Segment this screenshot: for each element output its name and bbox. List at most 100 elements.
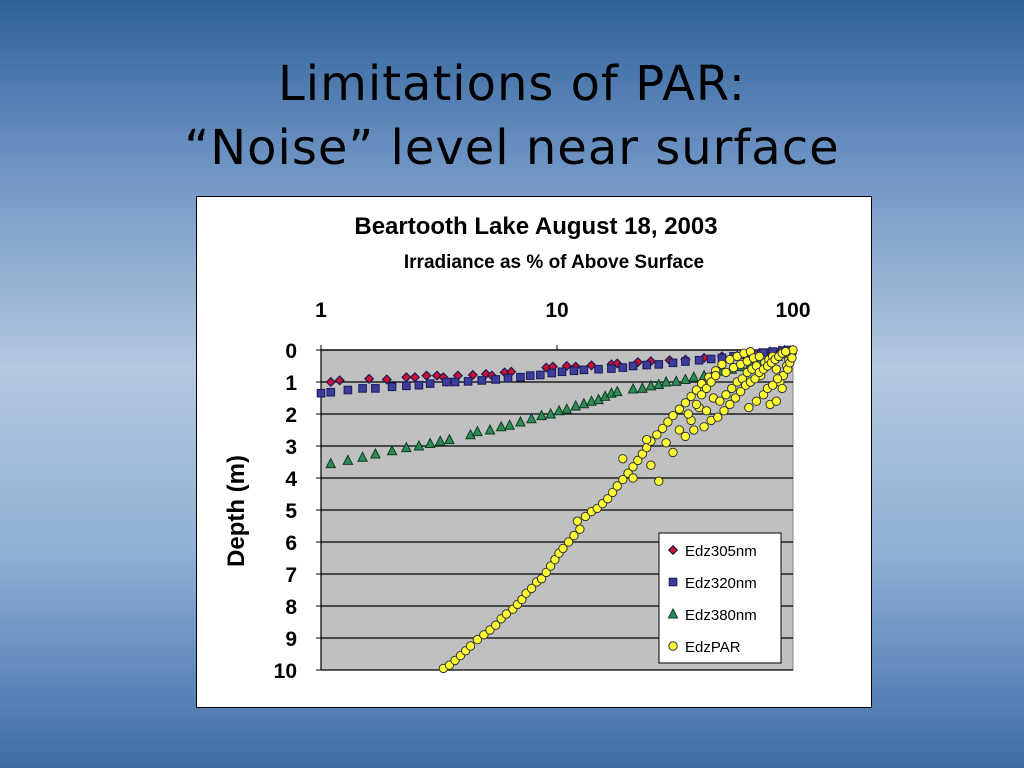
x-tick-label: 10 — [545, 299, 568, 322]
data-point-Edz380nm — [545, 407, 557, 419]
legend-marker-Edz305nm — [667, 544, 679, 556]
data-point-Edz380nm — [515, 415, 526, 427]
data-point-EdzPAR — [721, 367, 731, 378]
data-point-EdzPAR — [777, 383, 787, 394]
data-point-EdzPAR — [701, 383, 712, 394]
data-point-EdzPAR — [526, 583, 537, 594]
data-point-Edz380nm — [424, 437, 436, 448]
data-point-Edz320nm — [414, 380, 424, 390]
data-point-Edz320nm — [491, 375, 501, 384]
data-point-EdzPAR — [479, 630, 489, 640]
data-point-Edz320nm — [618, 363, 628, 372]
data-point-EdzPAR — [558, 543, 568, 554]
data-point-Edz320nm — [536, 370, 545, 380]
data-point-EdzPAR — [501, 609, 512, 619]
data-point-EdzPAR — [575, 524, 585, 534]
data-point-Edz380nm — [679, 373, 691, 384]
y-tick-label: 4 — [285, 468, 297, 491]
y-tick-label: 1 — [285, 372, 297, 395]
data-point-EdzPAR — [612, 481, 622, 491]
data-point-Edz380nm — [342, 454, 354, 465]
data-point-EdzPAR — [715, 396, 725, 406]
data-point-EdzPAR — [642, 434, 652, 445]
data-point-Edz320nm — [654, 360, 664, 369]
legend-label: Edz380nm — [685, 607, 757, 624]
data-point-Edz380nm — [636, 382, 648, 393]
data-point-EdzPAR — [603, 494, 613, 504]
data-point-Edz320nm — [402, 381, 411, 391]
data-point-EdzPAR — [683, 409, 693, 419]
data-point-EdzPAR — [668, 410, 678, 421]
data-point-EdzPAR — [680, 431, 691, 442]
y-tick-label: 10 — [274, 660, 297, 683]
data-point-Edz305nm — [381, 374, 392, 385]
chart-subtitle: Irradiance as % of Above Surface — [404, 252, 704, 273]
data-point-Edz320nm — [326, 387, 336, 397]
legend: Edz305nm Edz320nm Edz380nm EdzPAR — [658, 532, 782, 664]
slide-title: Limitations of PAR: “Noise” level near s… — [0, 52, 1024, 180]
data-point-EdzPAR — [491, 620, 501, 630]
data-point-EdzPAR — [569, 530, 579, 541]
data-point-Edz320nm — [387, 382, 397, 392]
y-tick-label: 5 — [285, 500, 297, 523]
y-tick-label: 8 — [285, 596, 297, 619]
data-point-EdzPAR — [633, 455, 643, 466]
data-point-Edz380nm — [688, 371, 700, 382]
data-point-EdzPAR — [541, 567, 551, 578]
data-point-Edz320nm — [694, 355, 704, 365]
x-tick-label: 1 — [315, 299, 327, 322]
data-point-Edz380nm — [670, 375, 682, 386]
data-point-Edz320nm — [477, 376, 487, 385]
data-point-EdzPAR — [657, 423, 668, 434]
data-point-Edz320nm — [569, 366, 579, 376]
data-point-EdzPAR — [689, 425, 699, 435]
y-tick-label: 0 — [285, 340, 297, 363]
data-point-EdzPAR — [580, 511, 591, 522]
data-point-Edz320nm — [450, 377, 460, 387]
legend-marker-Edz320nm — [668, 577, 678, 587]
data-point-Edz380nm — [325, 457, 337, 469]
data-point-Edz305nm — [632, 357, 643, 368]
data-point-EdzPAR — [661, 438, 671, 448]
data-point-EdzPAR — [710, 370, 721, 381]
data-point-EdzPAR — [691, 399, 702, 410]
y-axis-label: Depth (m) — [223, 455, 250, 567]
data-point-EdzPAR — [772, 374, 783, 384]
data-point-Edz320nm — [442, 377, 451, 387]
data-point-EdzPAR — [735, 386, 746, 397]
data-point-EdzPAR — [652, 430, 662, 440]
data-point-EdzPAR — [780, 346, 791, 357]
data-point-Edz380nm — [627, 382, 639, 394]
data-point-Edz320nm — [579, 365, 589, 375]
data-point-Edz380nm — [484, 423, 496, 435]
data-point-EdzPAR — [545, 561, 556, 571]
data-point-EdzPAR — [717, 359, 727, 370]
chart-container: Beartooth Lake August 18, 2003 Irradianc… — [196, 196, 872, 708]
y-tick-label: 3 — [285, 436, 297, 459]
data-point-EdzPAR — [750, 374, 760, 384]
data-point-Edz380nm — [526, 412, 537, 424]
data-point-Edz320nm — [547, 368, 557, 378]
data-point-Edz380nm — [504, 419, 516, 430]
data-point-EdzPAR — [572, 516, 583, 526]
data-point-EdzPAR — [701, 406, 712, 416]
data-point-EdzPAR — [668, 447, 678, 458]
data-point-Edz380nm — [386, 444, 398, 456]
data-point-Edz380nm — [561, 403, 573, 414]
data-point-EdzPAR — [465, 641, 476, 651]
chart-svg: Beartooth Lake August 18, 2003 Irradianc… — [223, 213, 811, 683]
data-point-Edz320nm — [607, 364, 616, 373]
legend-marker-EdzPAR — [668, 641, 678, 651]
data-point-Edz320nm — [668, 358, 678, 368]
data-point-Edz320nm — [594, 364, 603, 374]
data-point-Edz320nm — [706, 354, 716, 364]
data-point-EdzPAR — [628, 462, 638, 472]
data-point-Edz380nm — [369, 447, 381, 459]
data-point-EdzPAR — [536, 574, 547, 584]
data-point-Edz320nm — [628, 361, 638, 371]
data-point-Edz305nm — [364, 373, 375, 384]
data-point-Edz320nm — [516, 372, 525, 382]
data-point-Edz320nm — [642, 360, 652, 370]
data-point-Edz320nm — [463, 377, 473, 386]
